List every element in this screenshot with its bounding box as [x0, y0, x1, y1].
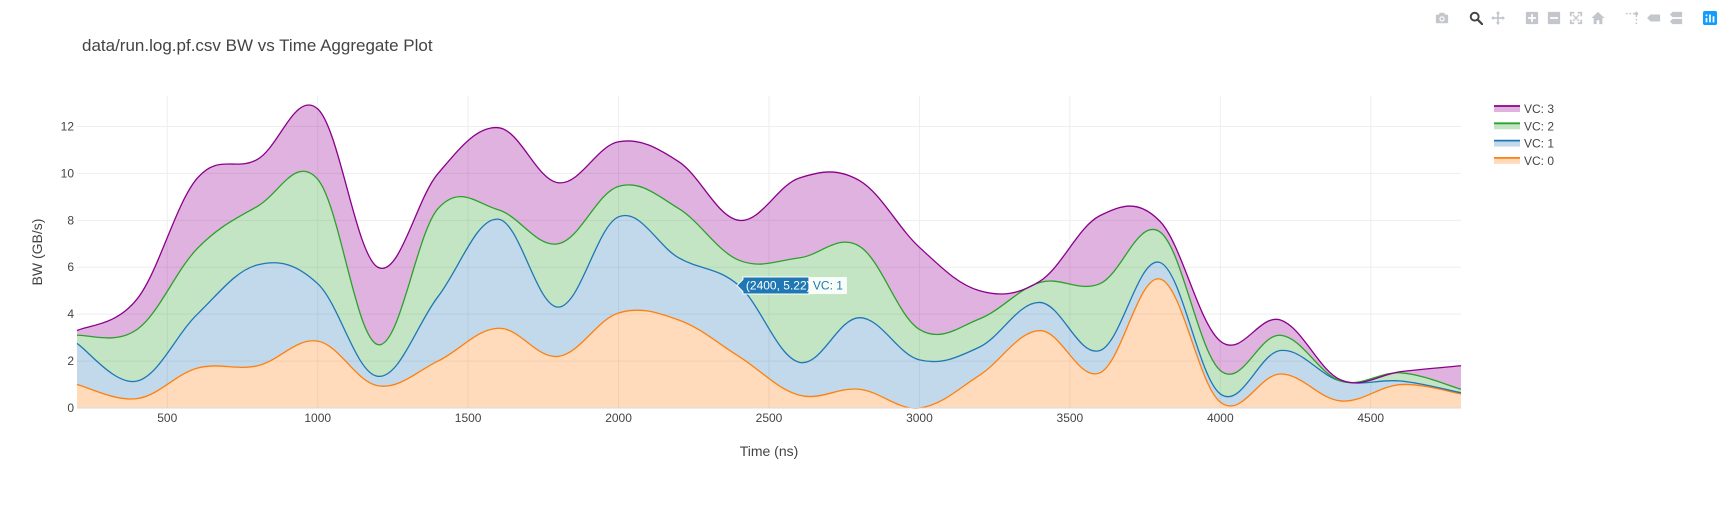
zoom-out-icon: [1547, 11, 1561, 25]
legend-swatch-fill: [1494, 123, 1520, 130]
area-vc-0[interactable]: [77, 278, 1461, 409]
grid: [77, 96, 1461, 408]
line-vc-2[interactable]: [76, 170, 1462, 390]
line-vc-1[interactable]: [76, 214, 1462, 398]
pan-button[interactable]: [1488, 8, 1508, 28]
zoom-icon: [1469, 11, 1483, 25]
hover-tooltip: (2400, 5.22) VC: 1: [736, 276, 847, 295]
x-axis-title: Time (ns): [740, 443, 799, 459]
legend-item[interactable]: VC: 1: [1494, 137, 1554, 151]
legend-swatch-fill: [1494, 157, 1520, 164]
camera-button[interactable]: [1432, 8, 1452, 28]
chart-title: data/run.log.pf.csv BW vs Time Aggregate…: [82, 36, 433, 55]
y-axis-title: BW (GB/s): [29, 219, 45, 286]
x-tick-label: 3000: [906, 411, 933, 425]
y-tick-label: 6: [67, 260, 74, 274]
hover-compare-button[interactable]: [1666, 8, 1686, 28]
series-lines: [76, 104, 1462, 409]
legend-label: VC: 1: [1524, 137, 1554, 151]
spike-lines-button[interactable]: [1622, 8, 1642, 28]
home-button[interactable]: [1588, 8, 1608, 28]
modebar: [1432, 8, 1720, 28]
y-tick-label: 12: [61, 119, 75, 133]
camera-icon: [1435, 12, 1449, 24]
autoscale-button[interactable]: [1566, 8, 1586, 28]
zoom-in-button[interactable]: [1522, 8, 1542, 28]
legend-swatch-fill: [1494, 140, 1520, 147]
hover-closest-icon: [1647, 14, 1661, 22]
zoom-out-button[interactable]: [1544, 8, 1564, 28]
y-tick-label: 2: [67, 354, 74, 368]
legend-item[interactable]: VC: 2: [1494, 119, 1554, 133]
home-icon: [1591, 11, 1605, 25]
pan-icon: [1491, 11, 1505, 25]
legend-label: VC: 0: [1524, 154, 1554, 168]
legend: VC: 3 VC: 2 VC: 1 VC: 0: [1494, 102, 1554, 168]
legend-swatch-fill: [1494, 106, 1520, 112]
legend-item[interactable]: VC: 3: [1494, 102, 1554, 116]
plotly-logo-button[interactable]: [1700, 8, 1720, 28]
x-tick-label: 2500: [756, 411, 783, 425]
y-tick-label: 8: [67, 213, 74, 227]
x-tick-label: 2000: [605, 411, 632, 425]
hover-series-box: [808, 277, 847, 295]
zoom-button[interactable]: [1466, 8, 1486, 28]
line-vc-3[interactable]: [76, 104, 1462, 384]
x-tick-label: 3500: [1057, 411, 1084, 425]
hover-label: (2400, 5.22): [746, 279, 811, 293]
line-vc-0[interactable]: [76, 278, 1462, 409]
area-vc-1[interactable]: [77, 215, 1461, 409]
autoscale-icon: [1569, 11, 1583, 25]
spike-lines-icon: [1625, 11, 1639, 25]
y-tick-label: 4: [67, 307, 74, 321]
plotly-logo-icon: [1703, 11, 1717, 25]
hover-closest-button[interactable]: [1644, 8, 1664, 28]
legend-item[interactable]: VC: 0: [1494, 154, 1554, 168]
x-tick-label: 4000: [1207, 411, 1234, 425]
hover-series-name: VC: 1: [813, 279, 843, 293]
x-tick-label: 1500: [455, 411, 482, 425]
area-vc-3[interactable]: [77, 104, 1461, 390]
x-tick-label: 4500: [1357, 411, 1384, 425]
legend-label: VC: 2: [1524, 119, 1554, 133]
x-tick-label: 1000: [304, 411, 331, 425]
hover-compare-icon: [1669, 11, 1683, 25]
x-tick-label: 500: [157, 411, 177, 425]
y-tick-label: 0: [67, 401, 74, 415]
zoom-in-icon: [1525, 11, 1539, 25]
legend-label: VC: 3: [1524, 102, 1554, 116]
y-tick-label: 10: [61, 166, 75, 180]
